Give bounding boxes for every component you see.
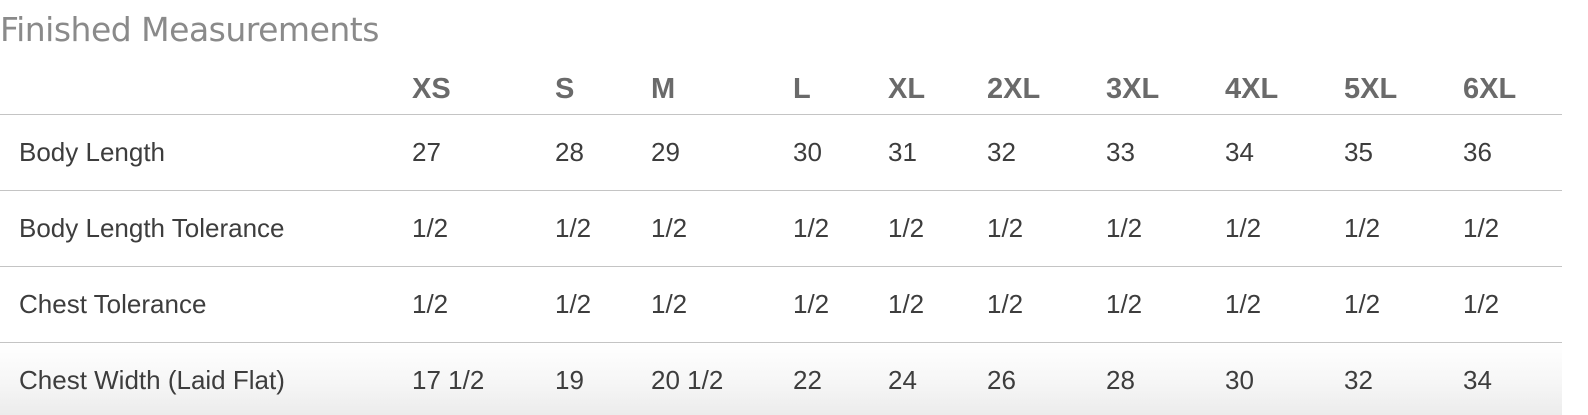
table-cell: 30 xyxy=(1225,365,1254,395)
table-cell: 1/2 xyxy=(793,213,830,243)
table-cell: 32 xyxy=(987,137,1016,167)
table-cell: 1/2 xyxy=(412,213,449,243)
table-cell: 28 xyxy=(1106,365,1135,395)
table-cell: 1/2 xyxy=(651,213,688,243)
table-cell: 29 xyxy=(651,137,680,167)
table-cell: 34 xyxy=(1463,365,1492,395)
table-cell: 1/2 xyxy=(987,213,1024,243)
table-cell: 1/2 xyxy=(1344,213,1381,243)
table-cell: 1/2 xyxy=(987,289,1024,319)
page-title: Finished Measurements xyxy=(0,10,379,49)
table-cell: 24 xyxy=(888,365,917,395)
table-cell: 33 xyxy=(1106,137,1135,167)
column-header-xl: XL xyxy=(888,73,926,105)
table-cell: 1/2 xyxy=(412,289,449,319)
column-header-6xl: 6XL xyxy=(1463,73,1517,105)
table-cell: 1/2 xyxy=(888,213,925,243)
table-cell: 20 1/2 xyxy=(651,365,724,395)
table-cell: 1/2 xyxy=(1225,213,1262,243)
table-row-body-length: Body Length 27 28 29 30 31 32 33 34 35 3… xyxy=(0,115,1562,191)
table-cell: 1/2 xyxy=(1225,289,1262,319)
table-cell: 1/2 xyxy=(651,289,688,319)
column-header-2xl: 2XL xyxy=(987,73,1041,105)
table-cell: 1/2 xyxy=(1463,213,1500,243)
column-header-m: M xyxy=(651,73,676,105)
table-cell: 22 xyxy=(793,365,822,395)
table-cell: 35 xyxy=(1344,137,1373,167)
column-header-l: L xyxy=(793,73,811,105)
table-cell: 31 xyxy=(888,137,917,167)
table-row-body-length-tolerance: Body Length Tolerance 1/2 1/2 1/2 1/2 1/… xyxy=(0,191,1562,267)
table-cell: 26 xyxy=(987,365,1016,395)
column-header-4xl: 4XL xyxy=(1225,73,1279,105)
table-cell: 30 xyxy=(793,137,822,167)
table-cell: 1/2 xyxy=(793,289,830,319)
row-label: Body Length Tolerance xyxy=(19,213,285,243)
table-cell: 1/2 xyxy=(555,289,592,319)
column-header-3xl: 3XL xyxy=(1106,73,1160,105)
table-cell: 32 xyxy=(1344,365,1373,395)
table-cell: 36 xyxy=(1463,137,1492,167)
table-cell: 1/2 xyxy=(1106,289,1143,319)
table-cell: 19 xyxy=(555,365,584,395)
table-cell: 1/2 xyxy=(1106,213,1143,243)
row-label: Chest Width (Laid Flat) xyxy=(19,365,285,395)
column-header-5xl: 5XL xyxy=(1344,73,1398,105)
row-label: Body Length xyxy=(19,137,166,167)
table-cell: 1/2 xyxy=(1344,289,1381,319)
table-cell: 28 xyxy=(555,137,584,167)
table-row-chest-width: Chest Width (Laid Flat) 17 1/2 19 20 1/2… xyxy=(0,343,1562,415)
column-header-s: S xyxy=(555,73,575,105)
table-header-row: XS S M L XL 2XL 3XL 4XL 5XL 6XL xyxy=(0,58,1562,115)
table-cell: 1/2 xyxy=(1463,289,1500,319)
table-cell: 27 xyxy=(412,137,441,167)
measurements-table: XS S M L XL 2XL 3XL 4XL 5XL 6XL Body Len… xyxy=(0,58,1562,415)
table-row-chest-tolerance: Chest Tolerance 1/2 1/2 1/2 1/2 1/2 1/2 … xyxy=(0,267,1562,343)
row-label: Chest Tolerance xyxy=(19,289,207,319)
table-cell: 1/2 xyxy=(555,213,592,243)
table-cell: 34 xyxy=(1225,137,1254,167)
table-cell: 17 1/2 xyxy=(412,365,485,395)
table-cell: 1/2 xyxy=(888,289,925,319)
column-header-xs: XS xyxy=(412,73,451,105)
